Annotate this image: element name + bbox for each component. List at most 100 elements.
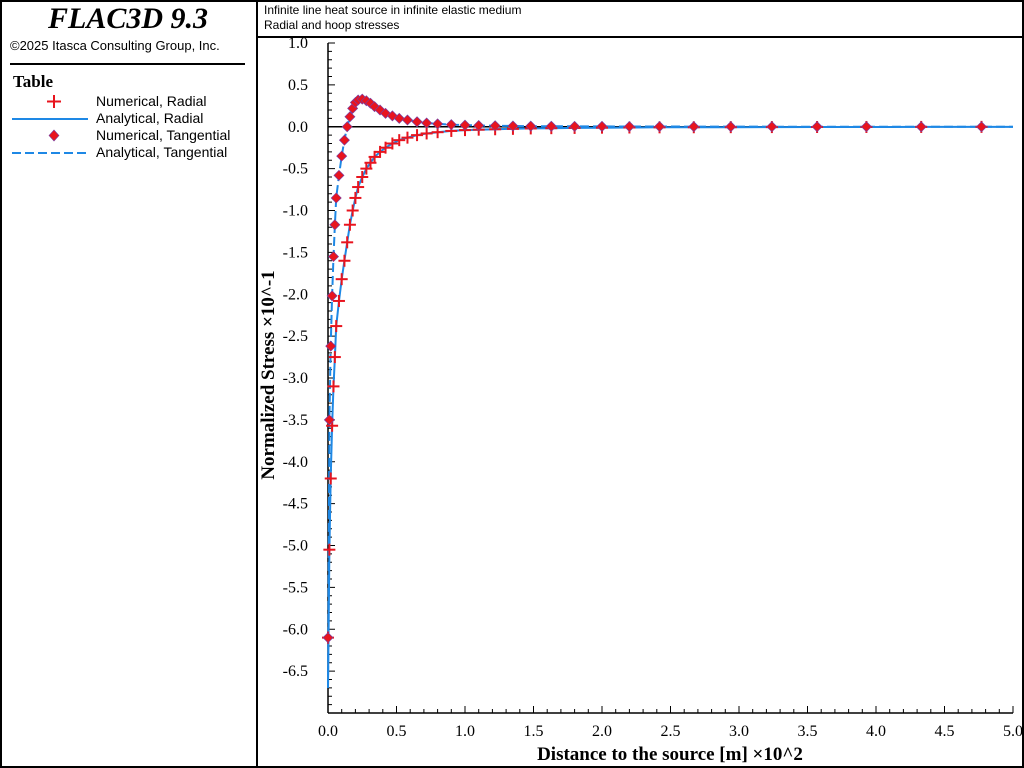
data-point-numerical-tangential [915,121,927,133]
y-tick-label: -4.0 [283,454,308,471]
data-point-numerical-radial [420,127,433,140]
data-point-numerical-tangential [473,119,485,131]
x-tick-label: 1.0 [455,723,475,740]
data-point-numerical-tangential [341,121,353,133]
y-tick-label: -4.5 [283,496,308,513]
data-point-numerical-radial [338,254,351,267]
y-tick-label: -2.5 [283,328,308,345]
x-tick-label: 1.5 [524,723,544,740]
data-point-numerical-tangential [323,414,335,426]
data-point-numerical-tangential [725,121,737,133]
y-tick-label: -1.5 [283,244,308,261]
y-tick-label: -3.0 [283,370,308,387]
data-point-numerical-tangential [860,121,872,133]
y-tick-label: -5.0 [283,538,308,555]
data-point-numerical-tangential [338,134,350,146]
y-tick-label: 0.5 [288,77,308,94]
data-point-numerical-radial [335,273,348,286]
panel-divider [10,63,245,65]
y-tick-label: -6.0 [283,621,308,638]
data-point-numerical-radial [341,236,354,249]
data-point-numerical-tangential [393,112,405,124]
y-tick-label: -1.0 [283,203,308,220]
data-point-numerical-tangential [489,120,501,132]
data-point-numerical-tangential [688,121,700,133]
data-point-numerical-tangential [432,118,444,130]
series-line-analytical-radial [327,125,1013,688]
x-axis-title: Distance to the source [m] ×10^2 [537,744,803,765]
data-point-numerical-radial [393,134,406,147]
data-point-numerical-tangential [330,192,342,204]
app-title: FLAC3D 9.3 [47,2,209,35]
data-point-numerical-tangential [411,116,423,128]
data-point-numerical-radial [356,171,369,183]
data-point-numerical-tangential [326,290,338,302]
data-point-numerical-tangential [322,632,334,644]
data-point-numerical-radial [328,351,341,364]
data-point-numerical-radial [343,218,356,231]
y-tick-label: -5.5 [283,579,308,596]
legend-label: Analytical, Radial [96,110,204,126]
data-point-numerical-tangential [975,121,987,133]
data-point-numerical-radial [323,543,336,556]
y-tick-label: 1.0 [288,35,308,52]
data-point-numerical-tangential [459,119,471,131]
data-point-numerical-tangential [401,114,413,126]
plot-area-frame [256,36,1024,768]
data-point-numerical-radial [330,320,343,333]
data-point-numerical-tangential [327,251,339,263]
data-point-numerical-radial [332,294,345,307]
plus-marker-icon [47,95,61,108]
data-point-numerical-tangential [596,120,608,132]
legend-label: Numerical, Radial [96,93,207,109]
data-point-numerical-radial [346,204,359,217]
legend-title: Table [13,72,54,91]
data-point-numerical-tangential [344,111,356,123]
x-tick-label: 3.0 [729,723,749,740]
legend-item-numerical-tangential: Numerical, Tangential [10,127,250,144]
x-tick-label: 4.5 [935,723,955,740]
data-point-numerical-tangential [525,120,537,132]
data-point-numerical-tangential [766,121,778,133]
data-point-numerical-tangential [329,219,341,231]
data-point-numerical-radial [327,380,340,393]
data-point-numerical-tangential [336,150,348,162]
y-tick-label: -0.5 [283,161,308,178]
data-point-numerical-tangential [654,121,666,133]
data-point-numerical-radial [349,191,362,204]
data-point-numerical-tangential [623,121,635,132]
data-point-numerical-radial [401,131,414,144]
x-tick-label: 0.0 [318,723,338,740]
legend-label: Analytical, Tangential [96,144,228,160]
y-tick-label: -3.5 [283,412,308,429]
x-tick-label: 0.5 [387,723,407,740]
y-tick-label: 0.0 [288,119,308,136]
data-point-numerical-radial [386,137,399,150]
data-point-numerical-tangential [507,120,519,132]
legend-item-analytical-radial: Analytical, Radial [10,110,250,127]
data-point-numerical-radial [411,129,424,142]
data-point-numerical-tangential [569,120,581,132]
y-tick-label: -2.0 [283,286,308,303]
x-tick-label: 4.0 [866,723,886,740]
data-point-numerical-radial [352,181,365,194]
legend-item-analytical-tangential: Analytical, Tangential [10,144,250,161]
data-point-numerical-radial [324,472,337,485]
legend-item-numerical-radial: Numerical, Radial [10,93,250,110]
data-point-numerical-tangential [811,121,823,133]
y-axis-title: Normalized Stress ×10^-1 [258,270,279,479]
data-point-numerical-tangential [333,169,345,181]
data-point-numerical-tangential [445,119,457,131]
data-point-numerical-radial [368,150,381,163]
plot-subtitle: Radial and hoop stresses [264,18,400,32]
y-tick-label: -6.5 [283,663,308,680]
data-point-numerical-radial [379,141,392,154]
copyright-text: ©2025 Itasca Consulting Group, Inc. [10,38,220,53]
x-tick-label: 2.5 [661,723,681,740]
x-tick-label: 3.5 [798,723,818,740]
x-tick-label: 2.0 [592,723,612,740]
plot-subtitle: Infinite line heat source in infinite el… [264,3,522,17]
data-point-numerical-tangential [325,340,337,352]
legend-label: Numerical, Tangential [96,127,231,143]
